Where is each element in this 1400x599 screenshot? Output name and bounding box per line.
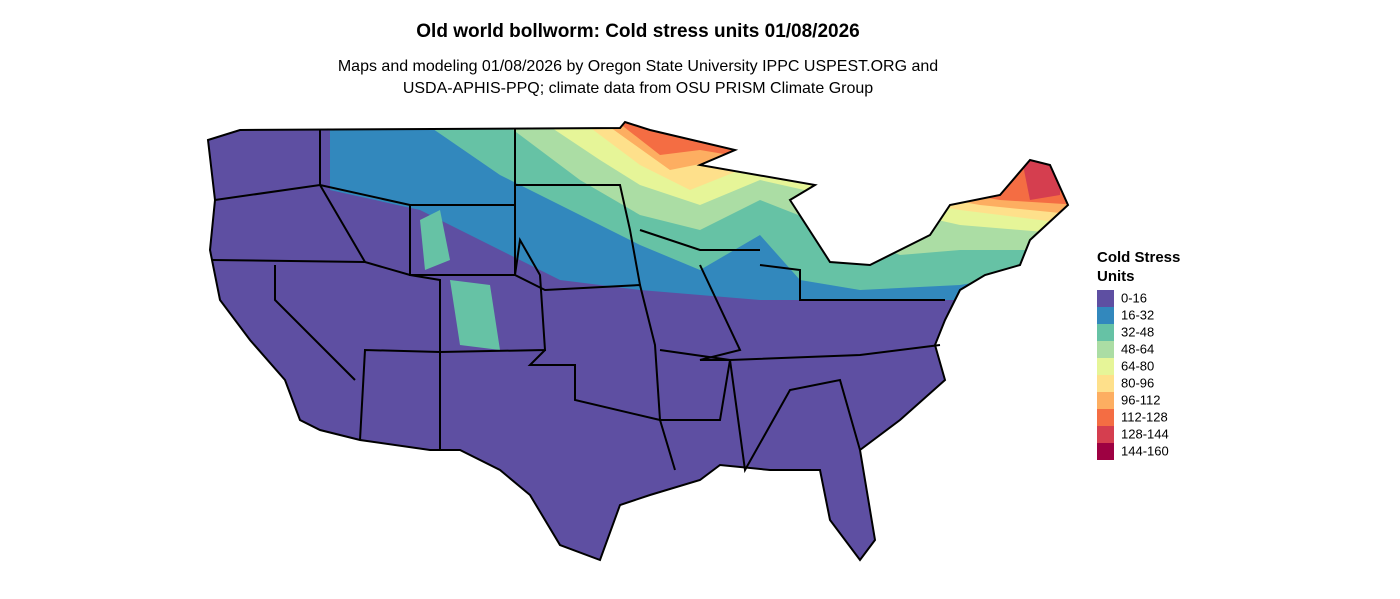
legend-swatch (1097, 290, 1114, 307)
title: Old world bollworm: Cold stress units 01… (416, 21, 859, 42)
legend-swatch (1097, 426, 1114, 443)
legend-title: Units (1097, 268, 1135, 285)
legend-label: 0-16 (1121, 290, 1147, 305)
state-borders (207, 121, 1069, 561)
legend-label: 112-128 (1121, 409, 1168, 424)
legend-title: Cold Stress (1097, 249, 1180, 266)
subtitle: USDA-APHIS-PPQ; climate data from OSU PR… (403, 80, 873, 97)
legend-swatch (1097, 341, 1114, 358)
legend-label: 64-80 (1121, 358, 1154, 373)
legend-label: 80-96 (1121, 375, 1154, 390)
legend-label: 48-64 (1121, 341, 1154, 356)
legend-swatch (1097, 443, 1114, 460)
subtitle: Maps and modeling 01/08/2026 by Oregon S… (338, 58, 938, 75)
legend-label: 32-48 (1121, 324, 1154, 339)
legend-swatch (1097, 307, 1114, 324)
legend-label: 144-160 (1121, 443, 1169, 458)
legend-swatch (1097, 409, 1114, 426)
legend-label: 16-32 (1121, 307, 1154, 322)
legend-label: 128-144 (1121, 426, 1169, 441)
legend-swatch (1097, 375, 1114, 392)
legend: 0-16 16-32 32-48 48-64 64-80 80-96 96-112 112-1… (1097, 290, 1169, 460)
legend-swatch (1097, 324, 1114, 341)
map-fill (208, 122, 1068, 560)
legend-label: 96-112 (1121, 392, 1161, 407)
legend-swatch (1097, 392, 1114, 409)
legend-swatch (1097, 358, 1114, 375)
